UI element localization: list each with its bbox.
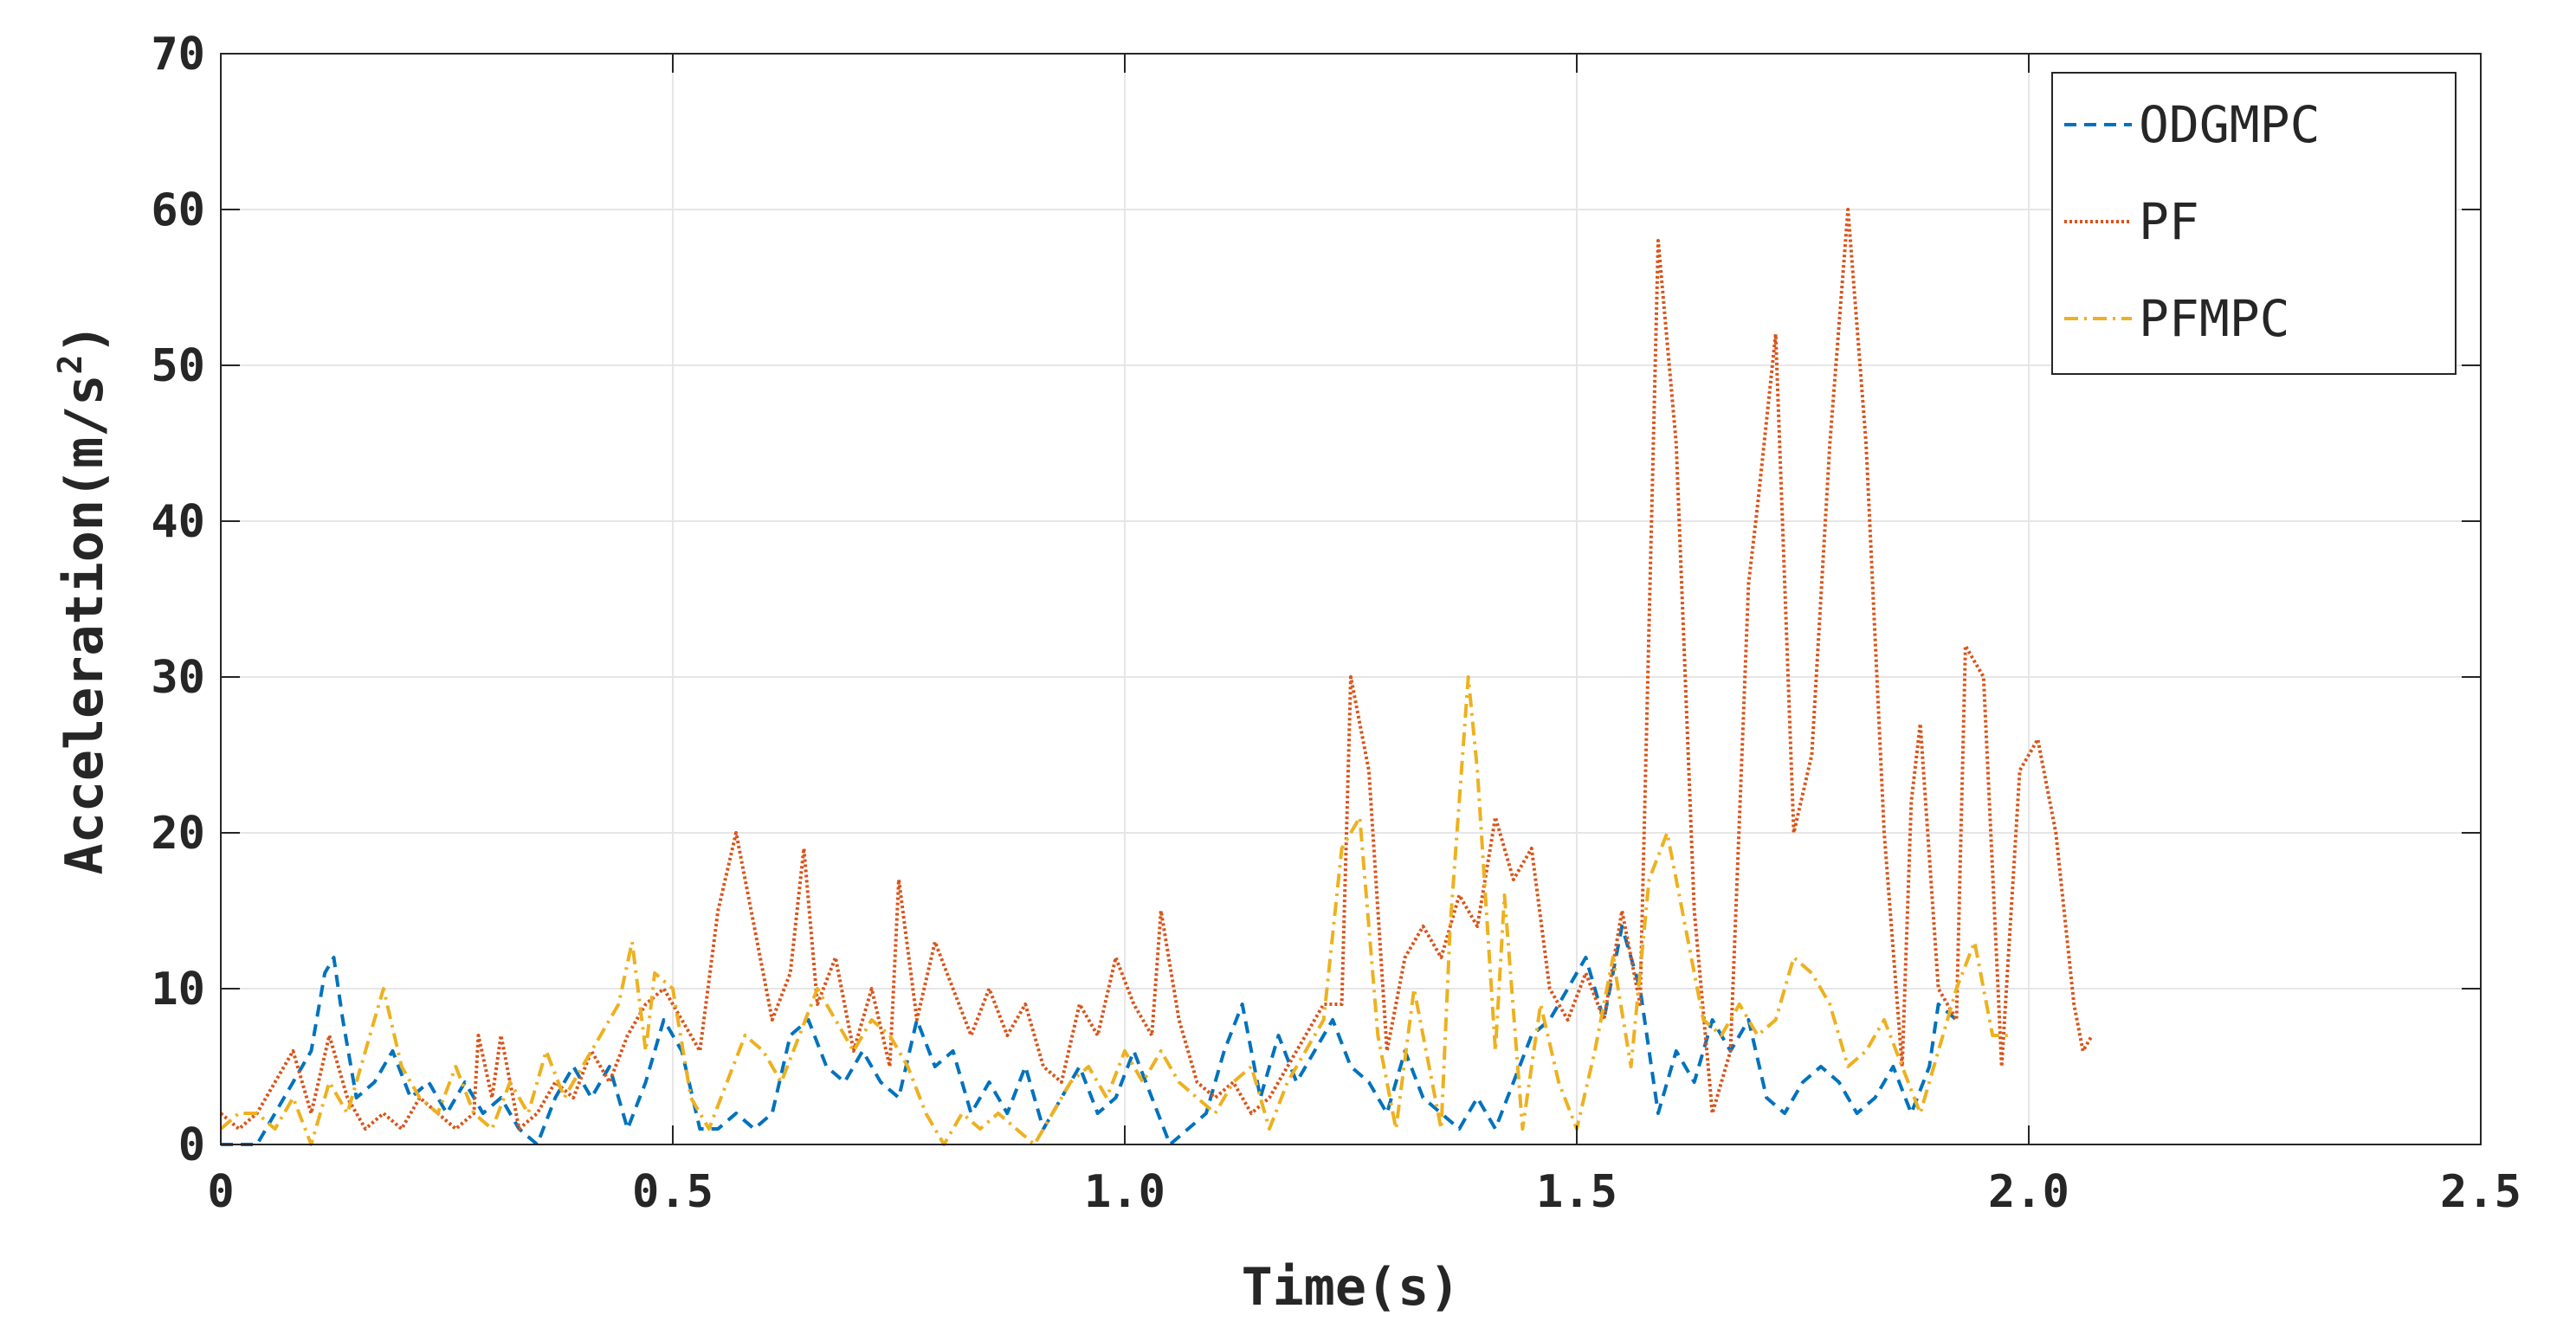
y-axis-label-superscript: 2 — [51, 355, 89, 375]
y-axis-label-prefix: Acceleration(m/s — [55, 375, 115, 875]
legend-label-odgmpc: ODGMPC — [2139, 95, 2321, 154]
y-tick-label: 20 — [151, 808, 205, 860]
x-tick-label: 1.5 — [1536, 1166, 1617, 1218]
series-lines — [219, 208, 2094, 1146]
x-tick-label: 0 — [207, 1166, 234, 1218]
legend: ODGMPC PF PFMPC — [2051, 72, 2457, 375]
series-line-pfmpc — [219, 675, 2011, 1146]
y-axis-label-suffix: ) — [55, 324, 115, 355]
legend-box — [2051, 72, 2457, 375]
y-tick-label: 50 — [151, 340, 205, 392]
x-axis-label: Time(s) — [1242, 1257, 1461, 1318]
y-tick-label: 60 — [151, 184, 205, 236]
legend-label-pfmpc: PFMPC — [2139, 289, 2290, 348]
plot-frame — [220, 53, 2482, 1145]
x-tick-label: 1.0 — [1084, 1166, 1165, 1218]
x-tick-label: 0.5 — [632, 1166, 713, 1218]
legend-label-pf: PF — [2139, 192, 2199, 251]
y-tick-label: 10 — [151, 964, 205, 1015]
y-tick-label: 0 — [178, 1119, 205, 1171]
y-tick-label: 70 — [151, 29, 205, 81]
y-axis-label: Acceleration(m/s2) — [51, 324, 115, 875]
x-tick-label: 2.0 — [1988, 1166, 2069, 1218]
x-tick-label: 2.5 — [2440, 1166, 2521, 1218]
axis-ticks: 0 0.5 1.0 1.5 2.0 2.5 0 10 20 30 40 50 60 70 — [151, 29, 2521, 1218]
y-tick-label: 30 — [151, 652, 205, 704]
y-tick-label: 40 — [151, 496, 205, 548]
